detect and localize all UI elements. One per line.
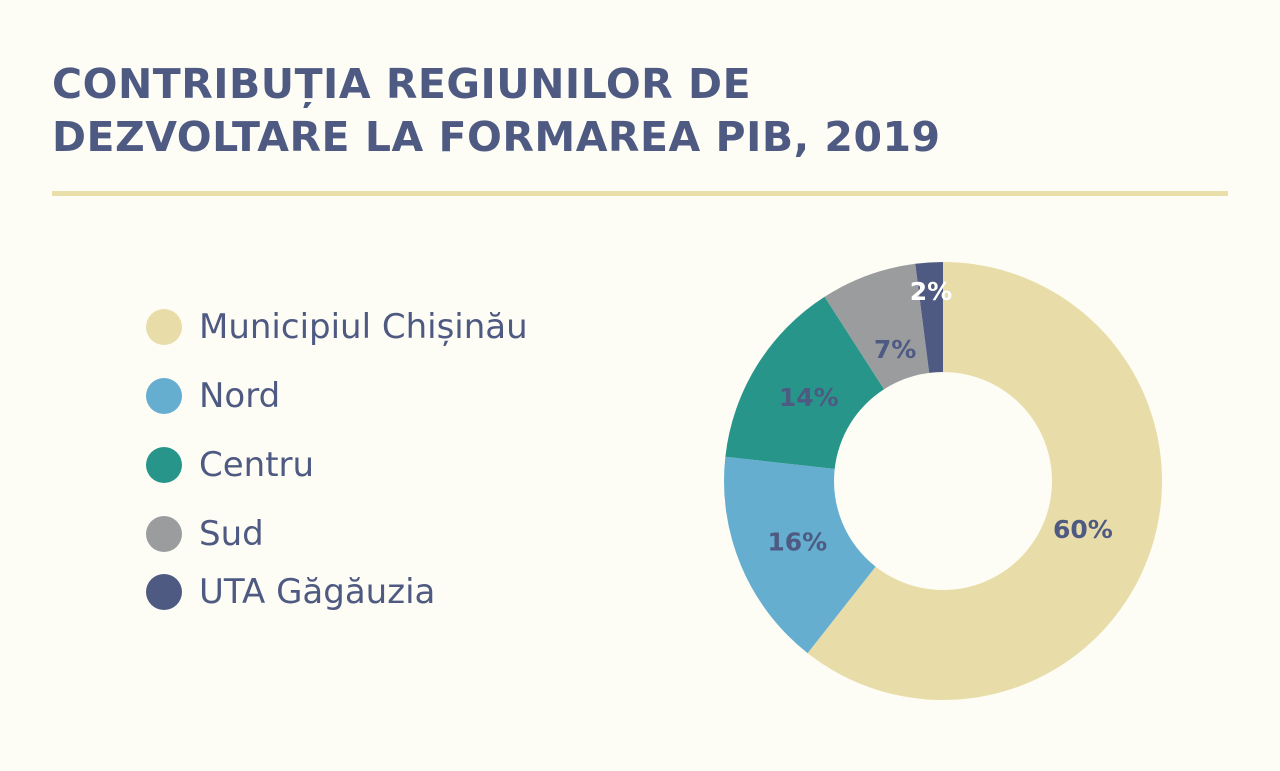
data-label-nord: 16% [767,528,827,557]
chart-title: CONTRIBUȚIA REGIUNILOR DE DEZVOLTARE LA … [52,58,1052,164]
donut-slice-centru [725,296,885,469]
data-label-sud: 7% [874,335,916,364]
legend-label-municipiul-chisinau: Municipiul Chișinău [199,307,528,347]
legend-item-uta-gagauzia: UTA Găgăuzia [146,567,435,617]
legend-swatch-centru [146,447,182,483]
legend-swatch-sud [146,516,182,552]
chart-title-line-2: DEZVOLTARE LA FORMAREA PIB, 2019 [52,113,941,161]
donut-slice-nord [723,456,876,654]
data-label-municipiul-chisinau: 60% [1053,515,1113,544]
legend-label-sud: Sud [199,514,264,554]
legend-swatch-nord [146,378,182,414]
legend-item-nord: Nord [146,371,280,421]
title-divider [52,191,1228,196]
legend-label-centru: Centru [199,445,315,485]
donut-slice-labels: 60% 16% 14% 7% 2% [767,277,1112,557]
chart-title-line-1: CONTRIBUȚIA REGIUNILOR DE [52,60,752,108]
donut-slice-sud [824,263,930,390]
data-label-centru: 14% [779,383,839,412]
data-label-uta-gagauzia: 2% [910,277,952,306]
legend-label-uta-gagauzia: UTA Găgăuzia [199,572,436,612]
legend-swatch-uta-gagauzia [146,574,182,610]
legend-item-sud: Sud [146,509,264,559]
donut-slice-uta-gagauzia [915,262,943,373]
legend-label-nord: Nord [199,376,281,416]
legend-swatch-municipiul-chisinau [146,309,182,345]
legend-item-municipiul-chisinau: Municipiul Chișinău [146,302,528,352]
legend-item-centru: Centru [146,440,314,490]
donut-slices [723,262,1162,700]
donut-slice-municipiul-chisinau [807,262,1162,700]
